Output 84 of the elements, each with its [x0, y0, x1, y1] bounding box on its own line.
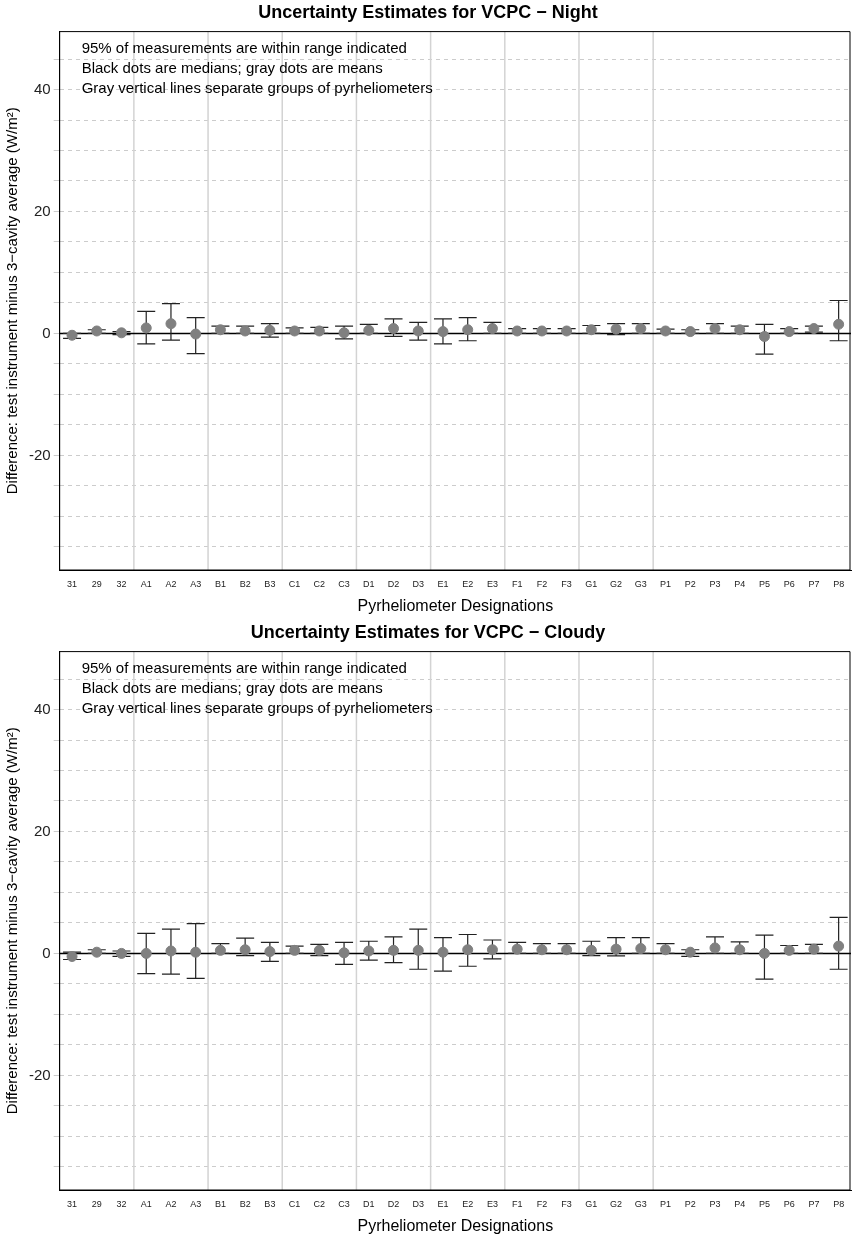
y-tick-label: 40: [33, 699, 51, 717]
x-tick-label: P7: [808, 1198, 820, 1209]
x-axis-title: Pyrheliometer Designations: [357, 596, 554, 614]
x-tick-label: E3: [486, 578, 498, 589]
x-tick-label: E2: [462, 578, 474, 589]
x-tick-label: 29: [91, 578, 102, 589]
x-tick-label: D1: [363, 1198, 375, 1209]
x-tick-label: A3: [190, 1198, 202, 1209]
chart-title: Uncertainty Estimates for VCPC − Night: [258, 1, 598, 22]
x-tick-label: E2: [462, 1198, 474, 1209]
x-tick-label: D2: [387, 1198, 400, 1209]
y-tick-label: 40: [33, 79, 51, 97]
x-tick-label: B3: [264, 1198, 276, 1209]
x-tick-label: P3: [709, 1198, 721, 1209]
y-tick-label: 0: [42, 323, 51, 341]
x-tick-label: B2: [239, 1198, 251, 1209]
x-tick-label: E1: [437, 1198, 449, 1209]
x-tick-label: A2: [165, 578, 177, 589]
x-tick-label: B1: [214, 578, 226, 589]
y-tick-label: 20: [33, 821, 51, 839]
x-tick-label: D2: [387, 578, 400, 589]
x-tick-label: A2: [165, 1198, 177, 1209]
y-axis-title: Difference: test instrument minus 3−cavity average (W/m²): [3, 107, 21, 495]
x-tick-label: D3: [412, 578, 424, 589]
y-tick-label: 0: [42, 943, 51, 961]
x-tick-label: E1: [437, 578, 449, 589]
x-tick-label: P2: [684, 578, 696, 589]
x-tick-label: G3: [634, 1198, 647, 1209]
x-tick-label: G1: [585, 1198, 598, 1209]
x-tick-label: C2: [313, 1198, 326, 1209]
x-tick-label: C2: [313, 578, 326, 589]
x-tick-label: P8: [833, 578, 845, 589]
chart-title: Uncertainty Estimates for VCPC − Cloudy: [250, 621, 606, 642]
x-axis-title: Pyrheliometer Designations: [357, 1216, 554, 1234]
y-tick-label: -20: [28, 1065, 51, 1083]
x-tick-label: 32: [116, 1198, 127, 1209]
x-tick-label: P4: [734, 578, 746, 589]
x-tick-label: 32: [116, 578, 127, 589]
x-tick-label: 31: [67, 1198, 78, 1209]
x-tick-label: P8: [833, 1198, 845, 1209]
x-tick-label: A1: [140, 578, 152, 589]
x-tick-label: B1: [214, 1198, 226, 1209]
x-tick-label: F2: [536, 578, 548, 589]
x-tick-label: C1: [288, 578, 301, 589]
annotation: 95% of measurements are within range indicated: [81, 39, 407, 57]
y-tick-label: 20: [33, 201, 51, 219]
x-tick-label: F1: [511, 578, 523, 589]
x-tick-label: A3: [190, 578, 202, 589]
x-tick-label: P3: [709, 578, 721, 589]
x-tick-label: G2: [610, 578, 623, 589]
x-tick-label: D1: [363, 578, 375, 589]
annotation: 95% of measurements are within range indicated: [81, 659, 407, 677]
x-tick-label: C3: [338, 1198, 350, 1209]
x-tick-label: D3: [412, 1198, 424, 1209]
x-tick-label: P5: [758, 1198, 770, 1209]
x-tick-label: 31: [67, 578, 78, 589]
x-tick-label: A1: [140, 1198, 152, 1209]
x-tick-label: P6: [783, 1198, 795, 1209]
x-tick-label: B3: [264, 578, 276, 589]
x-tick-label: C3: [338, 578, 350, 589]
annotation: Black dots are medians; gray dots are means: [81, 679, 383, 697]
annotation: Gray vertical lines separate groups of pyrheliometers: [81, 699, 433, 717]
x-tick-label: P5: [758, 578, 770, 589]
x-tick-label: P4: [734, 1198, 746, 1209]
x-tick-label: P6: [783, 578, 795, 589]
x-tick-label: P2: [684, 1198, 696, 1209]
x-tick-label: C1: [288, 1198, 301, 1209]
x-tick-label: F2: [536, 1198, 548, 1209]
x-tick-label: P1: [660, 1198, 672, 1209]
x-tick-label: B2: [239, 578, 251, 589]
x-tick-label: F3: [561, 1198, 572, 1209]
x-tick-label: 29: [91, 1198, 102, 1209]
y-axis-title: Difference: test instrument minus 3−cavity average (W/m²): [3, 727, 21, 1115]
annotation: Gray vertical lines separate groups of pyrheliometers: [81, 79, 433, 97]
y-tick-label: -20: [28, 445, 51, 463]
x-tick-label: G1: [585, 578, 598, 589]
x-tick-label: P1: [660, 578, 672, 589]
annotation: Black dots are medians; gray dots are means: [81, 59, 383, 77]
x-tick-label: F3: [561, 578, 572, 589]
x-tick-label: G3: [634, 578, 647, 589]
x-tick-label: P7: [808, 578, 820, 589]
x-tick-label: F1: [511, 1198, 523, 1209]
x-tick-label: G2: [610, 1198, 623, 1209]
x-tick-label: E3: [486, 1198, 498, 1209]
